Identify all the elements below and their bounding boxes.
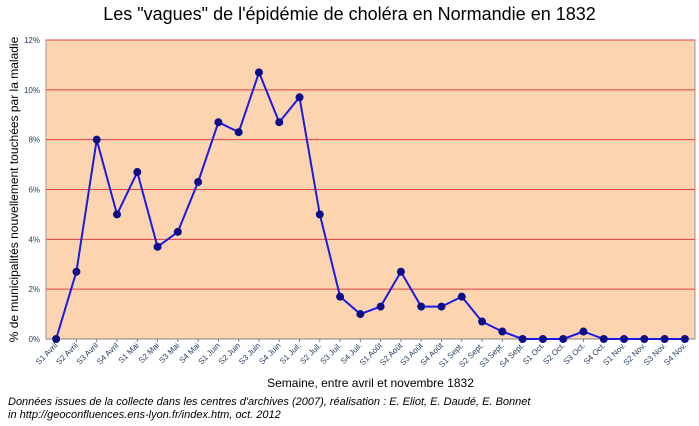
x-tick-label: S4 Nov.: [662, 341, 688, 367]
x-tick-label: S2 Juin: [217, 341, 242, 366]
data-point: [620, 335, 629, 343]
data-point: [356, 310, 365, 319]
data-point: [72, 267, 81, 276]
x-tick-label: S3 Juin: [237, 341, 262, 366]
data-point: [478, 317, 487, 326]
data-point: [640, 335, 649, 343]
data-point: [518, 335, 527, 343]
data-point: [112, 210, 121, 219]
source-note: Données issues de la collecte dans les c…: [8, 396, 668, 422]
data-point: [336, 292, 345, 301]
data-point: [194, 178, 203, 187]
x-tick-label: S3 Mai: [157, 341, 181, 365]
x-tick-label: S2 Juil.: [298, 341, 323, 366]
data-point: [396, 267, 405, 276]
data-point: [234, 128, 243, 137]
data-point: [92, 135, 101, 144]
x-tick-label: S4 Juin: [257, 341, 282, 366]
x-tick-label: S1 Juin: [197, 341, 222, 366]
data-point: [457, 292, 466, 301]
x-tick-label: S4 Avril: [95, 341, 121, 367]
data-point: [133, 168, 142, 177]
x-tick-label: S3 Juil.: [319, 341, 344, 366]
data-point: [153, 242, 162, 251]
data-point: [295, 93, 304, 102]
x-tick-label: S1 Juil.: [278, 341, 303, 366]
y-tick-label: 8%: [28, 136, 40, 145]
data-point: [498, 327, 507, 336]
data-point: [660, 335, 669, 343]
data-point: [376, 302, 385, 311]
chart-title: Les "vagues" de l'épidémie de choléra en…: [103, 4, 596, 24]
y-tick-label: 2%: [28, 285, 40, 294]
data-point: [599, 335, 608, 343]
data-point: [315, 210, 324, 219]
source-line-1: Données issues de la collecte dans les c…: [8, 396, 531, 408]
y-axis-ticks: 0% 2% 4% 6% 8% 10% 12%: [24, 36, 40, 344]
data-point: [579, 327, 588, 336]
y-axis-title: % de municipalités nouvellement touchées…: [7, 36, 21, 342]
source-line-2: in http://geoconfluences.ens-lyon.fr/ind…: [8, 409, 281, 421]
data-point: [254, 68, 263, 77]
data-point: [437, 302, 446, 311]
x-tick-label: S2 Oct.: [541, 341, 566, 366]
x-tick-label: S2 Mai: [137, 341, 161, 365]
x-axis-title: Semaine, entre avril et novembre 1832: [267, 376, 474, 390]
data-point: [173, 227, 182, 236]
data-point: [52, 335, 61, 343]
data-point: [417, 302, 426, 311]
data-point: [680, 335, 689, 343]
y-tick-label: 6%: [28, 186, 40, 195]
data-point: [214, 118, 223, 127]
y-tick-label: 0%: [28, 335, 40, 344]
x-tick-label: S1 Oct.: [521, 341, 546, 366]
data-markers: [52, 68, 689, 343]
y-tick-label: 4%: [28, 235, 40, 244]
y-tick-label: 12%: [24, 36, 40, 45]
gridlines: [46, 39, 695, 340]
data-point: [538, 335, 547, 343]
y-tick-label: 10%: [24, 86, 40, 95]
data-point: [559, 335, 568, 343]
data-point: [275, 118, 284, 127]
x-tick-label: S1 Mai: [117, 341, 141, 365]
x-tick-label: S3 Oct.: [562, 341, 587, 366]
